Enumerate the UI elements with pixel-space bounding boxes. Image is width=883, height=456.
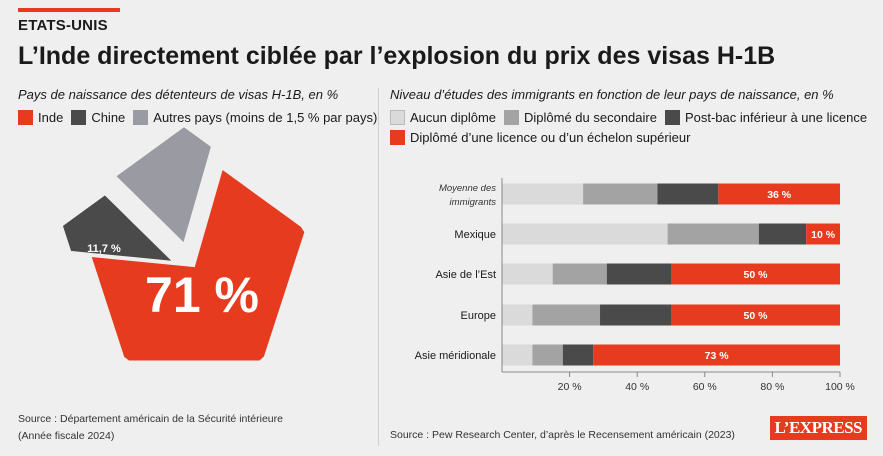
pie-slice-2 [113, 125, 214, 246]
left-source-line1: Source : Département américain de la Séc… [18, 413, 283, 425]
bar-segment [758, 223, 807, 245]
bar-segment [502, 344, 533, 366]
top-accent-bar [18, 8, 120, 12]
column-divider [378, 88, 379, 446]
legend-label-aucun: Aucun diplôme [410, 110, 496, 125]
legend-label-secondaire: Diplômé du secondaire [524, 110, 657, 125]
bar-segment [502, 263, 553, 285]
legend-swatch-postbac [664, 110, 680, 125]
bar-data-label: 50 % [744, 310, 769, 322]
legend-swatch-autres [133, 110, 149, 125]
category-label: Moyenne des [439, 183, 496, 194]
bar-segment [606, 263, 671, 285]
left-source: Source : Département américain de la Séc… [18, 411, 283, 445]
bar-segment [667, 223, 759, 245]
bar-segment [593, 344, 840, 366]
legend-swatch-inde [18, 110, 33, 125]
bar-segment [806, 223, 840, 245]
kicker: ETATS-UNIS [18, 17, 108, 34]
category-label: immigrants [450, 197, 497, 208]
bar-segment [552, 263, 607, 285]
bar-segment [502, 304, 533, 326]
bar-data-label: 50 % [744, 269, 769, 281]
legend-label-inde: Inde [38, 110, 64, 125]
right-legend-row2: Diplômé d’une licence ou d’un échelon su… [390, 130, 698, 145]
legend-swatch-aucun [390, 110, 405, 125]
x-tick-label: 60 % [693, 381, 717, 393]
bar-segment [532, 304, 601, 326]
bar-data-label: 36 % [767, 189, 792, 201]
bar-segment [562, 344, 594, 366]
bar-segment [657, 183, 719, 205]
pie-slice-0 [88, 166, 307, 363]
legend-swatch-secondaire [504, 110, 519, 125]
category-label: Europe [461, 310, 496, 322]
bar-segment [532, 344, 563, 366]
headline: L’Inde directement ciblée par l’explosio… [18, 42, 776, 70]
left-source-line2: (Année fiscale 2024) [18, 430, 115, 442]
bar-segment [502, 183, 584, 205]
legend-swatch-chine [71, 110, 87, 125]
pie-label-chine: 11,7 % [87, 243, 121, 255]
legend-label-licence: Diplômé d’une licence ou d’un échelon su… [410, 130, 691, 145]
x-tick-label: 40 % [625, 381, 649, 393]
x-tick-label: 20 % [558, 381, 582, 393]
legend-label-postbac: Post-bac inférieur à une licence [684, 110, 868, 125]
left-chart-subtitle: Pays de naissance des détenteurs de visa… [18, 87, 339, 102]
pie-label-inde: 71 % [145, 267, 259, 323]
bar-data-label: 73 % [705, 350, 730, 362]
category-label: Asie de l’Est [435, 269, 496, 281]
bar-segment [718, 183, 840, 205]
lexpress-logo: L’EXPRESS [769, 416, 867, 440]
bar-segment [583, 183, 658, 205]
category-label: Mexique [454, 229, 496, 241]
bar-data-label: 10 % [811, 229, 836, 241]
legend-swatch-licence [390, 130, 405, 145]
category-label: Asie méridionale [415, 350, 496, 362]
left-legend: Inde Chine Autres pays (moins de 1,5 % p… [18, 110, 385, 125]
pie-slice-1 [60, 192, 177, 264]
x-tick-label: 80 % [760, 381, 784, 393]
bar-segment [600, 304, 671, 326]
right-source: Source : Pew Research Center, d’après le… [390, 429, 735, 441]
bar-segment [502, 223, 668, 245]
legend-label-chine: Chine [91, 110, 126, 125]
legend-label-autres: Autres pays (moins de 1,5 % par pays) [153, 110, 378, 125]
x-tick-label: 100 % [825, 381, 855, 393]
bar-segment [671, 304, 840, 326]
bar-segment [671, 263, 840, 285]
right-legend-row1: Aucun diplôme Diplômé du secondaire Post… [390, 110, 875, 125]
right-chart-subtitle: Niveau d’études des immigrants en foncti… [390, 87, 834, 102]
